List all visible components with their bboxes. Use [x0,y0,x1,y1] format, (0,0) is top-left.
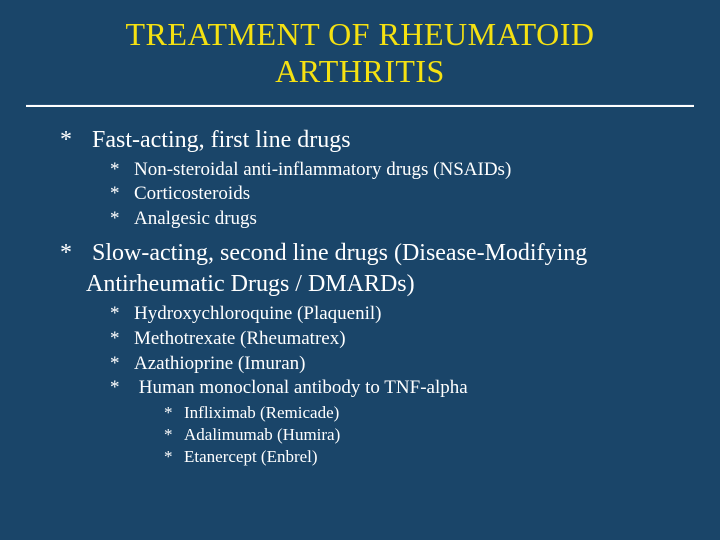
bullet-list-lvl3: Infliximab (Remicade) Adalimumab (Humira… [164,402,660,468]
list-item-text: Non-steroidal anti-inflammatory drugs (N… [134,159,511,180]
slide: TREATMENT OF RHEUMATOID ARTHRITIS Fast-a… [0,0,720,540]
list-item: Infliximab (Remicade) [164,402,660,424]
list-item: Non-steroidal anti-inflammatory drugs (N… [110,158,660,183]
list-item-text: Human monoclonal antibody to TNF-alpha [139,377,468,398]
list-item: Human monoclonal antibody to TNF-alpha I… [110,376,660,468]
slide-title: TREATMENT OF RHEUMATOID ARTHRITIS [40,16,680,90]
list-item-text: Fast-acting, first line drugs [92,127,351,153]
list-item: Corticosteroids [110,182,660,207]
list-item: Adalimumab (Humira) [164,424,660,446]
list-item-text: Slow-acting, second line drugs (Disease-… [86,240,587,297]
list-item-text: Azathioprine (Imuran) [134,353,305,374]
slide-content: Fast-acting, first line drugs Non-steroi… [0,107,720,469]
list-item: Analgesic drugs [110,207,660,232]
list-item: Methotrexate (Rheumatrex) [110,327,660,352]
list-item-text: Corticosteroids [134,183,250,204]
list-item-text: Infliximab (Remicade) [184,403,339,422]
list-item: Etanercept (Enbrel) [164,446,660,468]
list-item-text: Adalimumab (Humira) [184,425,340,444]
title-wrap: TREATMENT OF RHEUMATOID ARTHRITIS [0,0,720,96]
list-item-text: Etanercept (Enbrel) [184,447,318,466]
list-item: Slow-acting, second line drugs (Disease-… [60,238,660,468]
list-item: Fast-acting, first line drugs Non-steroi… [60,125,660,232]
bullet-list-lvl2: Non-steroidal anti-inflammatory drugs (N… [110,158,660,232]
list-item-text: Hydroxychloroquine (Plaquenil) [134,303,381,324]
list-item-text: Methotrexate (Rheumatrex) [134,328,346,349]
list-item: Hydroxychloroquine (Plaquenil) [110,302,660,327]
bullet-list-lvl2: Hydroxychloroquine (Plaquenil) Methotrex… [110,302,660,468]
list-item-text: Analgesic drugs [134,208,257,229]
list-item: Azathioprine (Imuran) [110,352,660,377]
bullet-list-lvl1: Fast-acting, first line drugs Non-steroi… [60,125,660,469]
